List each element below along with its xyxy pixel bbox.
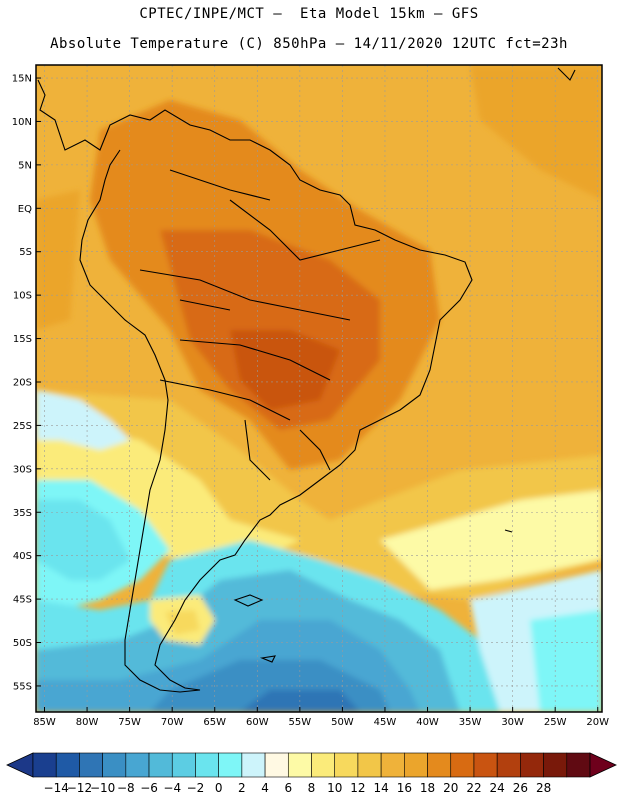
colorbar-label: 16 <box>397 781 412 795</box>
colorbar-label: 2 <box>238 781 246 795</box>
lon-tick-label: 70W <box>161 717 184 728</box>
lat-tick-label: 10S <box>13 291 32 302</box>
colorbar-label: −10 <box>90 781 115 795</box>
colorbar-label: 14 <box>373 781 388 795</box>
lon-tick-label: 55W <box>289 717 312 728</box>
colorbar-swatch <box>473 752 498 778</box>
colorbar-label: 26 <box>513 781 528 795</box>
colorbar-over-arrow <box>589 752 617 778</box>
colorbar-swatch <box>241 752 266 778</box>
colorbar-swatch <box>380 752 405 778</box>
latitude-axis: 15N 10N 5N EQ 5S 10S 15S 20S 25S 30S 35S 40S 45S 50S 5… <box>12 74 41 692</box>
colorbar-label: 8 <box>308 781 316 795</box>
lon-tick-label: 80W <box>76 717 99 728</box>
lon-tick-label: 30W <box>501 717 524 728</box>
colorbar-swatch <box>79 752 103 778</box>
colorbar-swatch <box>427 752 452 778</box>
temperature-field <box>36 65 602 712</box>
colorbar-label: 28 <box>536 781 551 795</box>
colorbar-label: 18 <box>420 781 435 795</box>
lat-tick-label: 55S <box>13 681 32 692</box>
lat-tick-label: 40S <box>13 551 32 562</box>
colorbar-label: 4 <box>261 781 269 795</box>
colorbar-swatch <box>311 752 336 778</box>
colorbar-swatch <box>148 752 173 778</box>
lat-tick-label: 10N <box>12 117 32 128</box>
colorbar-swatch <box>566 752 591 778</box>
colorbar-swatch <box>450 752 475 778</box>
lat-tick-label: 15N <box>12 74 32 85</box>
map-frame <box>35 64 603 713</box>
colorbar-swatch <box>125 752 150 778</box>
lat-tick-label: 35S <box>13 508 32 519</box>
colorbar-label: 0 <box>215 781 223 795</box>
colorbar-label: −2 <box>187 781 205 795</box>
colorbar-swatch <box>195 752 219 778</box>
colorbar-swatch <box>543 752 568 778</box>
lon-tick-label: 85W <box>33 717 56 728</box>
colorbar-label: 12 <box>350 781 365 795</box>
graticule <box>36 65 602 712</box>
colorbar-swatch <box>520 752 544 778</box>
colorbar-label: −14 <box>44 781 69 795</box>
colorbar-swatch <box>55 752 80 778</box>
lon-tick-label: 50W <box>331 717 354 728</box>
colorbar-swatch <box>357 752 382 778</box>
colorbar-swatch <box>171 752 196 778</box>
colorbar-swatch <box>218 752 243 778</box>
lat-tick-label: 15S <box>13 334 32 345</box>
colorbar-swatch <box>404 752 428 778</box>
colorbar-swatch <box>102 752 127 778</box>
lon-tick-label: 35W <box>459 717 482 728</box>
lat-tick-label: 5S <box>19 247 32 258</box>
lat-tick-label: 25S <box>13 421 32 432</box>
colorbar-under-arrow <box>6 752 34 778</box>
lon-tick-label: 25W <box>544 717 567 728</box>
colorbar-swatch <box>496 752 521 778</box>
colorbar-swatch <box>334 752 359 778</box>
color-scale-bar: −14−12−10 −8 −6 −4 −2 0 2 4 6 8 10 12 14 16 18 20 22 24 26… <box>6 752 617 795</box>
colorbar-label: 22 <box>466 781 481 795</box>
colorbar-label: −6 <box>140 781 158 795</box>
colorbar-label: −8 <box>117 781 135 795</box>
lat-tick-label: 50S <box>13 638 32 649</box>
colorbar-swatch <box>32 752 57 778</box>
colorbar-swatch <box>264 752 289 778</box>
colorbar-label: 24 <box>490 781 505 795</box>
lat-tick-label: 30S <box>13 464 32 475</box>
map-title-line1: CPTEC/INPE/MCT – Eta Model 15km – GFS <box>139 6 479 22</box>
lat-tick-label: EQ <box>18 204 32 215</box>
lon-tick-label: 60W <box>246 717 269 728</box>
colorbar-label: 6 <box>284 781 292 795</box>
coastline <box>37 67 576 693</box>
map-title-line2: Absolute Temperature (C) 850hPa – 14/11/… <box>50 36 568 52</box>
colorbar-swatch <box>287 752 312 778</box>
lat-tick-label: 20S <box>13 377 32 388</box>
colorbar-label: 20 <box>443 781 458 795</box>
lon-tick-label: 65W <box>203 717 226 728</box>
lon-tick-label: 40W <box>416 717 439 728</box>
longitude-axis: 85W 80W 75W 70W 65W 60W 55W 50W 45W 40W 35W 30W 25W 2… <box>33 707 609 728</box>
colorbar-label: −4 <box>163 781 181 795</box>
lat-tick-label: 5N <box>18 160 32 171</box>
lon-tick-label: 45W <box>374 717 397 728</box>
lon-tick-label: 75W <box>118 717 141 728</box>
lat-tick-label: 45S <box>13 595 32 606</box>
colorbar-label: −12 <box>67 781 92 795</box>
colorbar-label: 10 <box>327 781 342 795</box>
lon-tick-label: 20W <box>586 717 609 728</box>
